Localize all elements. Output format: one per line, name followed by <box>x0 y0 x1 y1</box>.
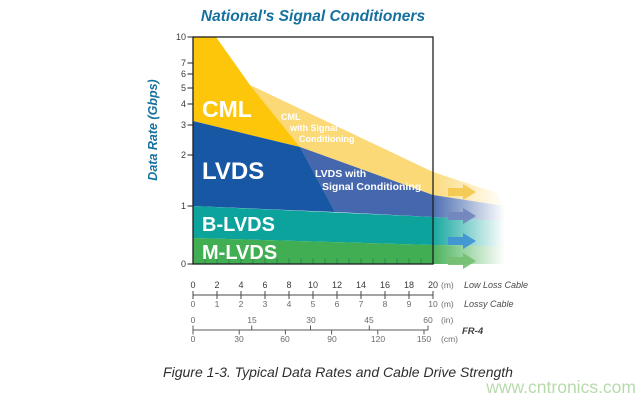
fr4-cm-tick: 150 <box>417 334 431 344</box>
low-loss-tick: 6 <box>262 280 267 290</box>
lossy-cable-label: Lossy Cable <box>464 299 514 309</box>
lossy-tick: 0 <box>191 299 196 309</box>
plot-border <box>192 36 434 265</box>
fr4-in-ticks <box>192 325 429 330</box>
lvds-right-arrow-icon <box>448 208 476 224</box>
y-tick-6: 6 <box>181 69 186 79</box>
mlvds-right-arrow-icon <box>448 253 476 269</box>
fr4-cm-tick: 60 <box>280 334 290 344</box>
fr4-label: FR-4 <box>462 326 484 337</box>
figure-caption: Figure 1-3. Typical Data Rates and Cable… <box>163 364 513 380</box>
low-loss-tick: 18 <box>404 280 414 290</box>
fr4-in-tick: 15 <box>247 315 257 325</box>
cml-conditioned-band <box>250 85 433 195</box>
cml-sc-label-line2: with Signal <box>289 123 338 133</box>
low-loss-unit: (m) <box>441 280 454 290</box>
cable-ruler-ticks <box>192 291 434 299</box>
y-axis-label: Data Rate (Gbps) <box>146 79 160 180</box>
lossy-tick: 10 <box>428 299 438 309</box>
chart-title: National's Signal Conditioners <box>201 8 426 25</box>
cml-sc-label-line1: CML <box>281 112 301 122</box>
extension-arrows <box>448 184 476 269</box>
y-axis: Data Rate (Gbps) 10 7 6 5 4 3 2 1 0 <box>146 32 193 269</box>
y-tick-3: 3 <box>181 120 186 130</box>
fr4-in-labels: 0 15 30 45 60 <box>191 315 433 325</box>
fr4-cm-ticks <box>192 330 425 335</box>
lossy-tick: 7 <box>359 299 364 309</box>
fr4-cm-labels: 0 30 60 90 120 150 <box>191 334 432 344</box>
y-tick-2: 2 <box>181 150 186 160</box>
lvds-label: LVDS <box>202 158 264 185</box>
lossy-tick: 8 <box>383 299 388 309</box>
plot-bottom-minor-ticks <box>204 258 422 264</box>
lossy-tick: 9 <box>407 299 412 309</box>
lvds-sc-label-line1: LVDS with <box>315 168 366 180</box>
low-loss-labels: 0 2 4 6 8 10 12 14 16 18 20 <box>190 280 438 290</box>
cml-sc-label-line3: Conditioning <box>299 134 354 144</box>
lvds-sc-label-line2: Signal Conditioning <box>322 181 421 193</box>
y-tick-7: 7 <box>181 58 186 68</box>
lossy-tick: 2 <box>239 299 244 309</box>
lossy-tick: 6 <box>335 299 340 309</box>
cml-right-arrow-icon <box>448 184 476 200</box>
lossy-unit: (m) <box>441 299 454 309</box>
lossy-tick: 3 <box>263 299 268 309</box>
blvds-label: B-LVDS <box>202 214 275 236</box>
low-loss-tick: 2 <box>214 280 219 290</box>
fr4-cm-tick: 90 <box>327 334 337 344</box>
fr4-cm-tick: 0 <box>191 334 196 344</box>
watermark: www.cntronics.com <box>485 377 636 397</box>
lvds-band <box>193 121 335 212</box>
mlvds-label: M-LVDS <box>202 242 277 264</box>
low-loss-tick: 14 <box>356 280 366 290</box>
fr4-ruler: 0 15 30 45 60 0 30 60 90 120 150 (in) (c… <box>191 315 484 344</box>
fr4-cm-tick: 30 <box>234 334 244 344</box>
y-tick-4: 4 <box>181 99 186 109</box>
low-loss-tick: 20 <box>428 280 438 290</box>
fr4-in-tick: 60 <box>423 315 433 325</box>
fr4-cm-tick: 120 <box>371 334 385 344</box>
bands <box>193 37 433 264</box>
lossy-tick: 4 <box>287 299 292 309</box>
lossy-tick: 1 <box>215 299 220 309</box>
fr4-in-tick: 45 <box>364 315 374 325</box>
low-loss-tick: 10 <box>308 280 318 290</box>
band-labels: CML LVDS B-LVDS M-LVDS CML with Signal C… <box>202 96 421 264</box>
blvds-right-arrow-icon <box>448 233 476 249</box>
low-loss-tick: 12 <box>332 280 342 290</box>
lossy-labels: 0 1 2 3 4 5 6 7 8 9 10 <box>191 299 438 309</box>
fr4-in-tick: 30 <box>306 315 316 325</box>
y-tick-5: 5 <box>181 83 186 93</box>
y-tick-1: 1 <box>181 201 186 211</box>
y-tick-10: 10 <box>176 32 186 42</box>
blvds-band <box>193 206 433 245</box>
low-loss-tick: 8 <box>286 280 291 290</box>
fr4-in-unit: (in) <box>441 315 453 325</box>
y-tick-0: 0 <box>181 259 186 269</box>
cable-ruler: 0 2 4 6 8 10 12 14 16 18 20 0 1 2 3 4 5 … <box>190 280 528 309</box>
low-loss-tick: 0 <box>190 280 195 290</box>
low-loss-tick: 4 <box>238 280 243 290</box>
lvds-conditioned-band <box>300 147 433 217</box>
lossy-tick: 5 <box>311 299 316 309</box>
cml-label: CML <box>202 96 252 122</box>
low-loss-tick: 16 <box>380 280 390 290</box>
fr4-cm-unit: (cm) <box>441 334 458 344</box>
fr4-in-tick: 0 <box>191 315 196 325</box>
y-tick-labels: 10 7 6 5 4 3 2 1 0 <box>176 32 186 269</box>
mlvds-band <box>193 238 433 264</box>
low-loss-cable-label: Low Loss Cable <box>464 280 528 290</box>
cml-band <box>193 37 300 147</box>
y-axis-ticks <box>187 36 193 265</box>
